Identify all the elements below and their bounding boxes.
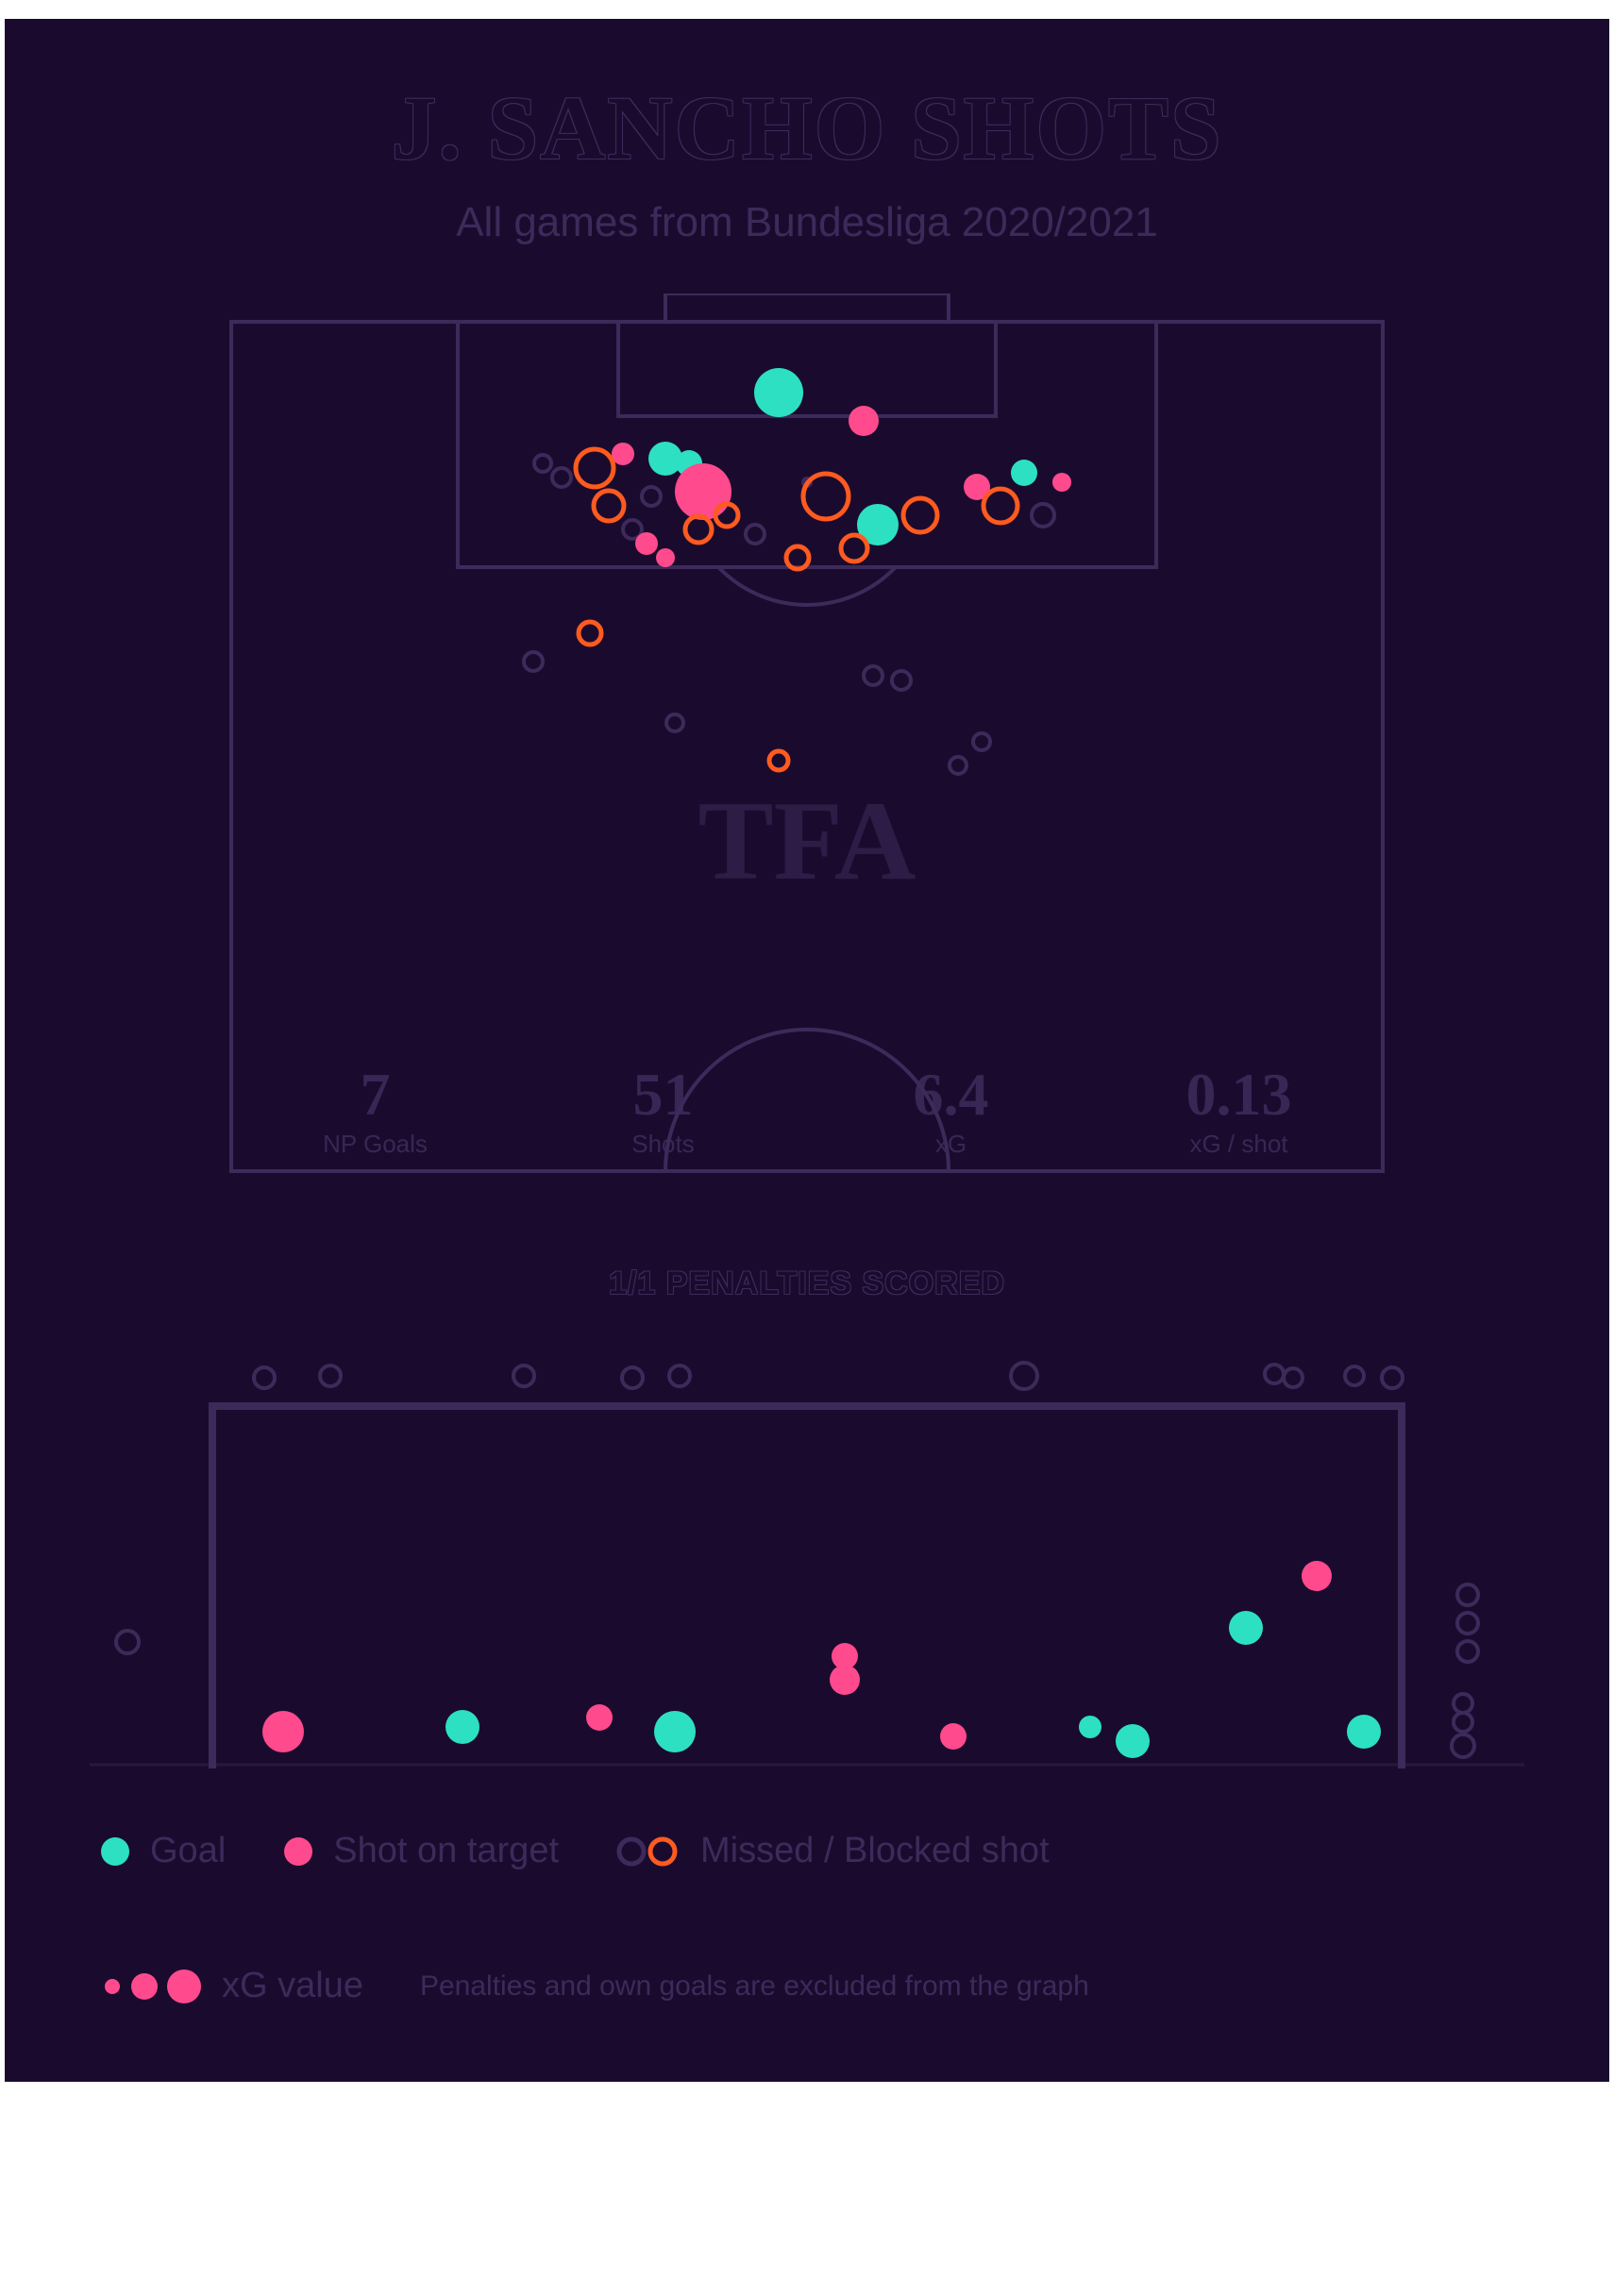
legend-missed-label: Missed / Blocked shot: [700, 1831, 1050, 1871]
svg-text:xG: xG: [935, 1130, 967, 1158]
svg-text:6.4: 6.4: [914, 1061, 989, 1128]
legend-goal: Goal: [99, 1831, 226, 1871]
pitch-shot-map: TFA 7NP Goals 51Shots 6.4xG 0.13xG / shot: [175, 293, 1439, 1237]
subtitle: All games from Bundesliga 2020/2021: [90, 199, 1524, 246]
goal-shot-map: [90, 1331, 1524, 1802]
svg-text:NP Goals: NP Goals: [323, 1130, 428, 1158]
legend: Goal Shot on target Missed / Blocked sho…: [90, 1802, 1524, 2016]
shots-card: J. SANCHO SHOTS All games from Bundeslig…: [5, 19, 1609, 2082]
svg-text:51: 51: [633, 1061, 694, 1128]
legend-shot-on-target-label: Shot on target: [333, 1831, 559, 1871]
svg-text:xG / shot: xG / shot: [1189, 1130, 1288, 1158]
legend-xg-label: xG value: [222, 1966, 363, 2006]
svg-text:0.13: 0.13: [1186, 1061, 1292, 1128]
svg-text:Shots: Shots: [631, 1130, 695, 1158]
legend-xg: xG value: [99, 1966, 363, 2006]
legend-shot-on-target: Shot on target: [282, 1831, 559, 1871]
penalties-label: 1/1 PENALTIES SCORED: [90, 1265, 1524, 1302]
legend-note: Penalties and own goals are excluded fro…: [420, 1970, 1089, 2003]
svg-text:7: 7: [361, 1061, 391, 1128]
title: J. SANCHO SHOTS: [90, 75, 1524, 180]
svg-text:TFA: TFA: [698, 778, 916, 903]
legend-missed-blocked: Missed / Blocked shot: [615, 1831, 1050, 1871]
legend-goal-label: Goal: [150, 1831, 226, 1871]
